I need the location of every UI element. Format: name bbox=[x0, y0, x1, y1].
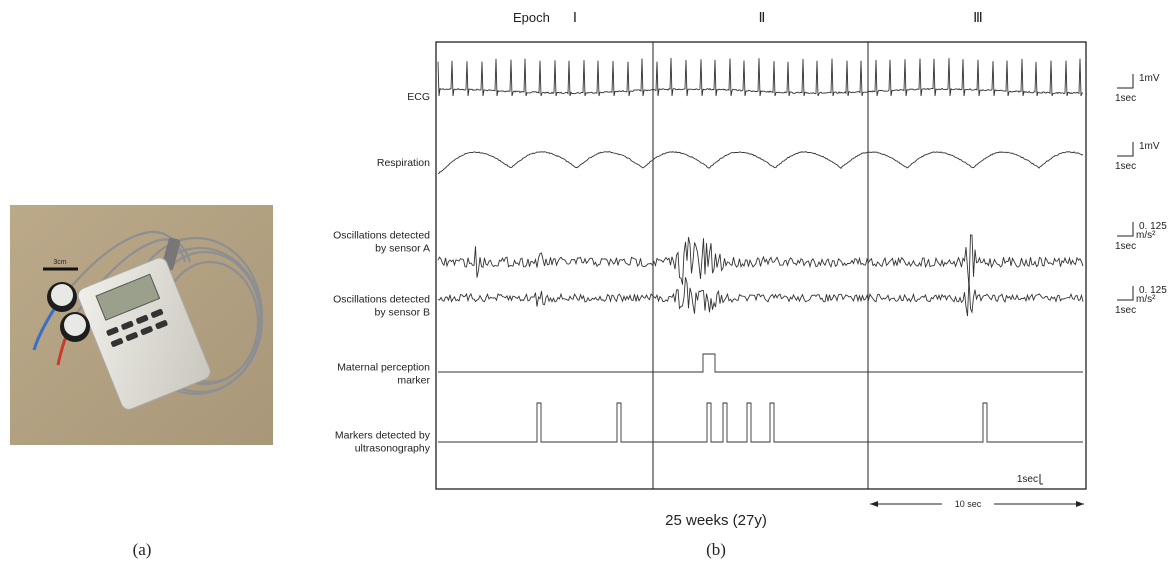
channel-label: Maternal perception bbox=[337, 362, 430, 374]
epoch-number: Ⅲ bbox=[973, 11, 983, 26]
signal-trace bbox=[438, 353, 1083, 373]
scale-time: 1sec bbox=[1115, 305, 1136, 316]
caption: 25 weeks (27y) bbox=[665, 512, 767, 529]
duration-label: 10 sec bbox=[955, 499, 982, 509]
channel-label: Respiration bbox=[377, 157, 430, 169]
channel-label: by sensor B bbox=[375, 307, 430, 319]
scale-label: 3cm bbox=[53, 259, 66, 266]
signal-trace bbox=[437, 234, 1084, 288]
signal-trace bbox=[437, 277, 1084, 317]
channel-label: ultrasonography bbox=[355, 443, 431, 455]
epoch-number: Ⅰ bbox=[573, 11, 577, 26]
scale-bar bbox=[1117, 142, 1134, 157]
scale-label: 1mV bbox=[1139, 73, 1160, 84]
channel-label: Oscillations detected bbox=[333, 230, 430, 242]
time-scale: 1sec bbox=[1017, 474, 1038, 485]
channel-label: marker bbox=[397, 375, 430, 387]
recording-frame bbox=[435, 41, 1087, 490]
scale-time: 1sec bbox=[1115, 93, 1136, 104]
scale-bar bbox=[1117, 286, 1134, 301]
scale-unit: m/s² bbox=[1136, 230, 1156, 241]
channel-label: by sensor A bbox=[375, 243, 430, 255]
scale-label: 0. 125 bbox=[1139, 285, 1167, 296]
signal-trace bbox=[437, 57, 1084, 97]
scale-bar bbox=[1117, 222, 1134, 237]
scale-label: 1mV bbox=[1139, 141, 1160, 152]
signal-trace bbox=[438, 402, 1083, 443]
scale-label: 0. 125 bbox=[1139, 221, 1167, 232]
epoch-number: Ⅱ bbox=[759, 11, 766, 26]
scale-bar bbox=[1117, 74, 1134, 89]
panel-label: (a) bbox=[133, 540, 152, 559]
device-photo: 3cm bbox=[10, 205, 273, 445]
scale-time: 1sec bbox=[1115, 241, 1136, 252]
channel-label: Markers detected by bbox=[335, 430, 431, 442]
scale-unit: m/s² bbox=[1136, 294, 1156, 305]
epoch-label: Epoch bbox=[513, 10, 550, 25]
panel-label: (b) bbox=[706, 540, 726, 559]
signal-trace bbox=[437, 150, 1084, 174]
channel-label: Oscillations detected bbox=[333, 294, 430, 306]
channel-label: ECG bbox=[407, 91, 430, 103]
scale-time: 1sec bbox=[1115, 161, 1136, 172]
